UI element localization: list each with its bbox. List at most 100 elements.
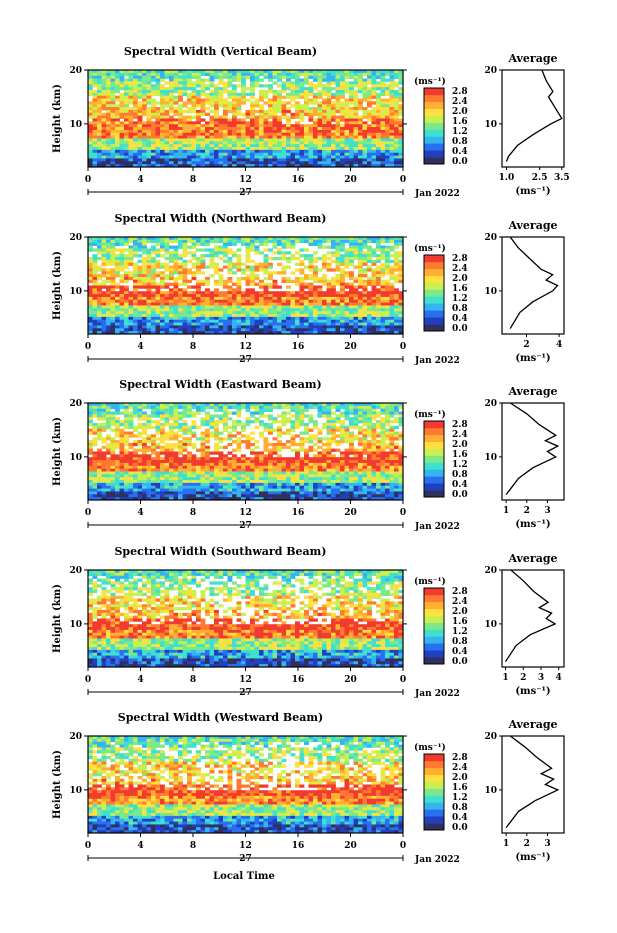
heatmap-cell [223, 243, 228, 246]
heatmap-cell [219, 274, 224, 277]
heatmap-cell [223, 81, 228, 84]
heatmap-cell [345, 328, 350, 331]
heatmap-cell [268, 317, 273, 320]
heatmap-cell [300, 414, 305, 417]
heatmap-cell [192, 263, 197, 266]
heatmap-cell [250, 300, 255, 303]
heatmap-cell [241, 323, 246, 326]
heatmap-cell [367, 150, 372, 153]
heatmap-cell [147, 81, 152, 84]
heatmap-cell [88, 280, 93, 283]
heatmap-cell [246, 153, 251, 156]
heatmap-cell [318, 90, 323, 93]
heatmap-cell [165, 294, 170, 297]
heatmap-cell [111, 277, 116, 280]
heatmap-cell [349, 297, 354, 300]
heatmap-cell [390, 303, 395, 306]
heatmap-cell [133, 243, 138, 246]
heatmap-cell [300, 417, 305, 420]
heatmap-cell [354, 144, 359, 147]
heatmap-cell [273, 113, 278, 116]
heatmap-cell [178, 263, 183, 266]
heatmap-cell [286, 294, 291, 297]
heatmap-cell [268, 240, 273, 243]
heatmap-cell [358, 426, 363, 429]
heatmap-cell [241, 156, 246, 159]
heatmap-cell [327, 426, 332, 429]
heatmap-cell [187, 286, 192, 289]
heatmap-cell [340, 116, 345, 119]
heatmap-cell [106, 240, 111, 243]
heatmap-cell [385, 297, 390, 300]
heatmap-cell [264, 406, 269, 409]
heatmap-cell [187, 130, 192, 133]
heatmap-cell [124, 291, 129, 294]
heatmap-cell [291, 317, 296, 320]
heatmap-cell [250, 288, 255, 291]
heatmap-cell [205, 158, 210, 161]
heatmap-cell [169, 406, 174, 409]
heatmap-cell [183, 314, 188, 317]
heatmap-cell [349, 409, 354, 412]
heatmap-cell [151, 412, 156, 415]
heatmap-cell [394, 294, 399, 297]
heatmap-cell [174, 314, 179, 317]
heatmap-cell [336, 158, 341, 161]
heatmap-cell [255, 246, 260, 249]
heatmap-cell [246, 127, 251, 130]
heatmap-cell [345, 303, 350, 306]
heatmap-cell [273, 156, 278, 159]
heatmap-cell [205, 147, 210, 150]
heatmap-cell [169, 274, 174, 277]
heatmap-cell [345, 257, 350, 260]
heatmap-cell [390, 297, 395, 300]
heatmap-cell [192, 266, 197, 269]
heatmap-cell [358, 136, 363, 139]
heatmap-cell [111, 156, 116, 159]
heatmap-cell [192, 297, 197, 300]
heatmap-cell [273, 93, 278, 96]
heatmap-cell [291, 76, 296, 79]
heatmap-cell [255, 308, 260, 311]
heatmap-cell [259, 136, 264, 139]
heatmap-cell [345, 409, 350, 412]
heatmap-cell [295, 257, 300, 260]
heatmap-cell [300, 406, 305, 409]
heatmap-cell [147, 158, 152, 161]
y-tick-label: 10 [69, 120, 82, 130]
heatmap-cell [142, 260, 147, 263]
heatmap-cell [255, 141, 260, 144]
heatmap-cell [120, 323, 125, 326]
heatmap-cell [214, 437, 219, 440]
heatmap-cell [282, 110, 287, 113]
heatmap-cell [205, 133, 210, 136]
heatmap-cell [120, 130, 125, 133]
heatmap-cell [385, 93, 390, 96]
heatmap-cell [160, 99, 165, 102]
heatmap-cell [129, 150, 134, 153]
heatmap-cell [205, 423, 210, 426]
heatmap-cell [169, 423, 174, 426]
heatmap-cell [277, 328, 282, 331]
heatmap-cell [255, 240, 260, 243]
heatmap-cell [255, 130, 260, 133]
heatmap-cell [111, 423, 116, 426]
heatmap-cell [151, 113, 156, 116]
heatmap-cell [304, 101, 309, 104]
heatmap-cell [336, 406, 341, 409]
heatmap-cell [160, 305, 165, 308]
heatmap-cell [340, 426, 345, 429]
heatmap-cell [228, 73, 233, 76]
heatmap-cell [232, 266, 237, 269]
heatmap-cell [336, 240, 341, 243]
heatmap-cell [201, 257, 206, 260]
heatmap-cell [223, 409, 228, 412]
heatmap-cell [169, 144, 174, 147]
heatmap-cell [295, 426, 300, 429]
heatmap-cell [151, 434, 156, 437]
heatmap-cell [97, 243, 102, 246]
heatmap-cell [363, 130, 368, 133]
heatmap-cell [286, 73, 291, 76]
heatmap-cell [250, 308, 255, 311]
heatmap-cell [151, 156, 156, 159]
